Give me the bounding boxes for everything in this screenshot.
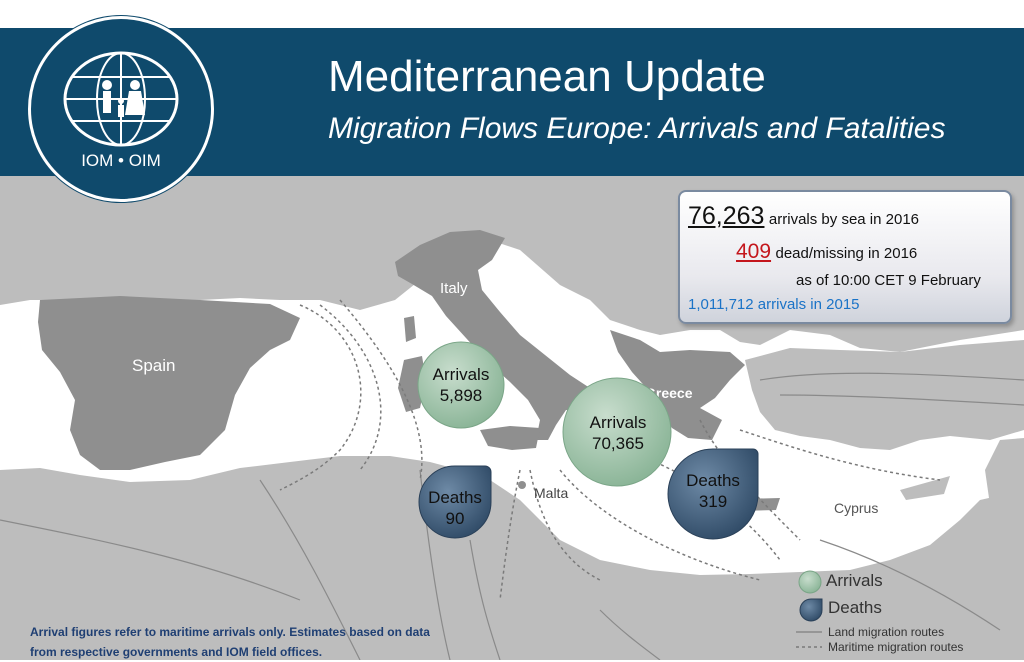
label-cyprus: Cyprus — [834, 500, 879, 516]
footnote: Arrival figures refer to maritime arriva… — [30, 622, 430, 662]
legend-deaths-icon — [799, 598, 823, 622]
iom-logo: IOM • OIM — [28, 16, 214, 202]
globe-family-icon — [63, 51, 179, 147]
greece-deaths-value: 319 — [698, 492, 728, 511]
italy-deaths-text: Deaths 90 — [414, 487, 496, 529]
land-sardinia — [398, 356, 426, 412]
land-corsica — [404, 316, 416, 342]
stat-arrivals-2015: 1,011,712 arrivals in 2015 — [688, 296, 860, 313]
italy-arrivals-value: 5,898 — [439, 386, 483, 405]
greece-deaths-label: Deaths — [686, 471, 740, 490]
page-title: Mediterranean Update — [328, 52, 766, 101]
land-italy — [395, 230, 605, 440]
legend-arrivals-label: Arrivals — [826, 571, 883, 590]
arrivals-2016-label: arrivals by sea in 2016 — [768, 211, 920, 228]
legend-deaths-label: Deaths — [828, 598, 882, 617]
greece-deaths-bubble — [667, 448, 759, 540]
logo-text: IOM • OIM — [81, 151, 161, 170]
land-sicily — [480, 426, 540, 450]
legend-land-label: Land migration routes — [828, 625, 945, 639]
arrivals-2016-number: 76,263 — [688, 202, 765, 230]
land-greece — [610, 330, 745, 440]
footnote-line-1: Arrival figures refer to maritime arriva… — [30, 625, 430, 639]
land-routes — [0, 372, 1024, 660]
greece-arrivals-value: 70,365 — [592, 434, 644, 453]
label-spain: Spain — [132, 356, 176, 375]
stats-box: 76,263 arrivals by sea in 2016 409 dead/… — [678, 190, 1012, 324]
page-subtitle: Migration Flows Europe: Arrivals and Fat… — [328, 112, 946, 145]
label-malta: Malta — [534, 485, 569, 501]
land-levant — [985, 438, 1024, 505]
italy-arrivals-bubble — [417, 341, 505, 429]
dead-2016-label: dead/missing in 2016 — [775, 245, 918, 262]
italy-arrivals-label: Arrivals — [432, 365, 490, 384]
land-malta — [518, 481, 526, 489]
dead-2016-number: 409 — [736, 240, 772, 263]
italy-deaths-label: Deaths — [428, 488, 482, 507]
footnote-line-2: from respective governments and IOM fiel… — [30, 645, 323, 659]
legend-arrivals-icon — [798, 570, 822, 594]
greece-arrivals-label: Arrivals — [589, 413, 647, 432]
label-italy: Italy — [440, 280, 468, 297]
land-north-africa — [0, 456, 1024, 660]
legend-maritime-label: Maritime migration routes — [828, 640, 964, 654]
stat-dead-2016: 409 dead/missing in 2016 — [736, 240, 917, 264]
greece-deaths-text: Deaths 319 — [668, 470, 758, 512]
italy-arrivals-text: Arrivals 5,898 — [418, 364, 504, 406]
stat-arrivals-2016: 76,263 arrivals by sea in 2016 — [688, 202, 919, 231]
land-cyprus — [900, 476, 950, 500]
italy-deaths-value: 90 — [445, 509, 465, 528]
stat-as-of: as of 10:00 CET 9 February — [796, 272, 981, 289]
greece-arrivals-text: Arrivals 70,365 — [568, 412, 668, 454]
greece-arrivals-bubble — [562, 377, 672, 487]
italy-deaths-bubble — [418, 465, 492, 539]
land-turkey — [745, 340, 1024, 450]
land-spain — [38, 296, 300, 470]
